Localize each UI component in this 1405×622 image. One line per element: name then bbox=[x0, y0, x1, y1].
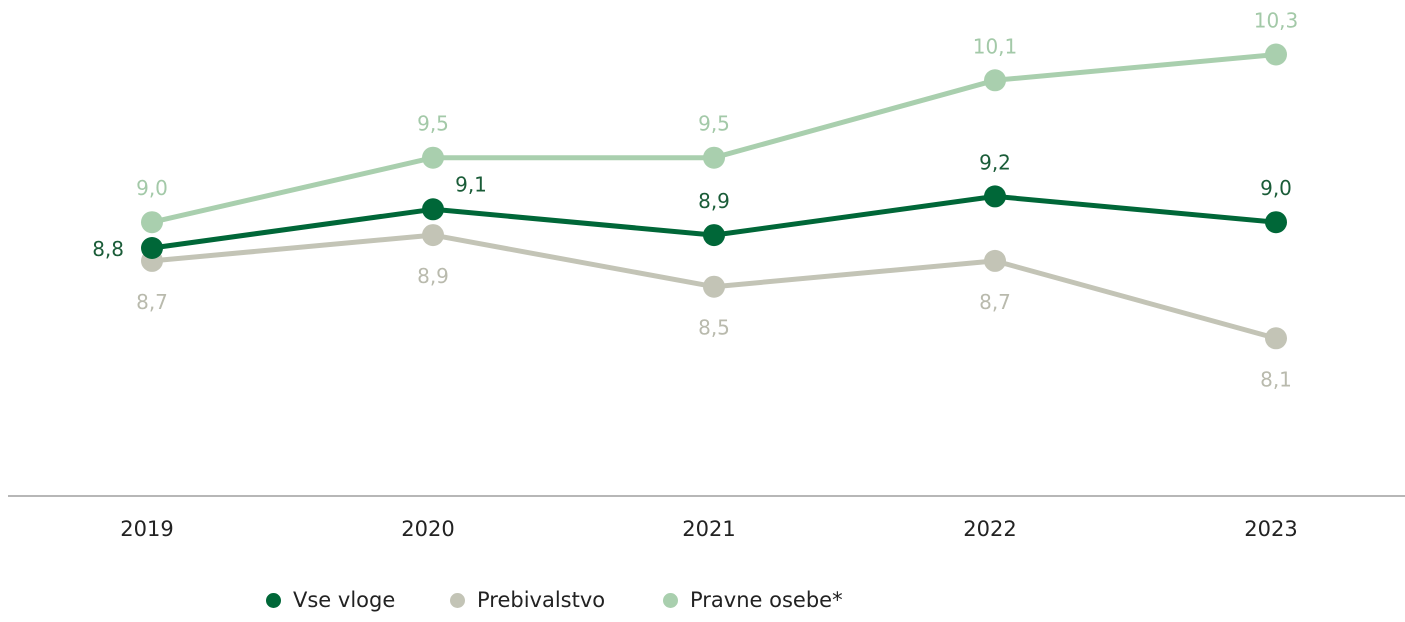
legend-dot-vse-vloge bbox=[266, 592, 281, 608]
legend: Vse vloge Prebivalstvo Pravne osebe* bbox=[0, 588, 1405, 622]
legend-item-pravne-osebe: Pravne osebe* bbox=[663, 588, 843, 612]
legend-dot-prebivalstvo bbox=[450, 592, 465, 608]
data-label-vse-vloge: 9,0 bbox=[1260, 176, 1292, 200]
data-point-prebivalstvo bbox=[703, 275, 725, 298]
series-prebivalstvo: 8,7 8,9 8,5 8,7 8,1 bbox=[136, 224, 1292, 391]
data-point-vse-vloge bbox=[984, 185, 1006, 208]
data-label-vse-vloge: 9,2 bbox=[979, 150, 1011, 174]
data-point-pravne-osebe bbox=[703, 146, 725, 169]
data-point-vse-vloge bbox=[422, 198, 444, 221]
x-tick-label: 2023 bbox=[1244, 517, 1297, 541]
data-point-vse-vloge bbox=[703, 224, 725, 247]
x-tick-label: 2019 bbox=[120, 517, 173, 541]
series-vse-vloge: 8,8 9,1 8,9 9,2 9,0 bbox=[92, 150, 1292, 261]
x-axis-tick-labels: 2019 2020 2021 2022 2023 bbox=[120, 517, 1297, 541]
data-point-pravne-osebe bbox=[1265, 43, 1287, 66]
series-group: 8,78,98,58,78,19,09,5 9,510,110,38,89,18,… bbox=[92, 9, 1298, 392]
data-point-pravne-osebe bbox=[984, 69, 1006, 92]
data-point-prebivalstvo bbox=[1265, 327, 1287, 350]
data-label-pravne-osebe: 10,1 bbox=[973, 34, 1018, 58]
data-label-prebivalstvo: 8,9 bbox=[417, 264, 449, 288]
data-label-prebivalstvo: 8,5 bbox=[698, 316, 730, 340]
data-label-vse-vloge: 8,9 bbox=[698, 189, 730, 213]
data-label-vse-vloge: 9,1 bbox=[455, 172, 487, 196]
x-tick-label: 2020 bbox=[401, 517, 454, 541]
x-tick-label: 2022 bbox=[963, 517, 1016, 541]
legend-dot-pravne-osebe bbox=[663, 592, 678, 608]
data-point-vse-vloge bbox=[141, 237, 163, 259]
data-label-prebivalstvo: 8,7 bbox=[979, 290, 1011, 314]
data-point-prebivalstvo bbox=[984, 249, 1006, 272]
data-label-prebivalstvo: 8,7 bbox=[136, 290, 168, 314]
data-label-prebivalstvo: 8,1 bbox=[1260, 367, 1292, 391]
data-label-pravne-osebe: 10,3 bbox=[1254, 9, 1299, 33]
series-pravne-osebe: 9,0 9,5 9,5 10,1 10,3 bbox=[136, 9, 1298, 234]
data-label-pravne-osebe: 9,0 bbox=[136, 176, 168, 200]
legend-label-prebivalstvo: Prebivalstvo bbox=[477, 588, 606, 612]
data-point-pravne-osebe bbox=[141, 211, 163, 234]
x-tick-label: 2021 bbox=[682, 517, 735, 541]
data-label-vse-vloge: 8,8 bbox=[92, 237, 124, 261]
legend-item-prebivalstvo: Prebivalstvo bbox=[450, 588, 605, 612]
data-label-pravne-osebe: 9,5 bbox=[698, 112, 730, 136]
data-point-pravne-osebe bbox=[422, 146, 444, 169]
data-point-prebivalstvo bbox=[422, 224, 444, 247]
legend-label-pravne-osebe: Pravne osebe* bbox=[690, 588, 843, 612]
data-point-vse-vloge bbox=[1265, 211, 1287, 234]
data-label-pravne-osebe: 9,5 bbox=[417, 112, 449, 136]
legend-item-vse-vloge: Vse vloge bbox=[266, 588, 395, 612]
legend-label-vse-vloge: Vse vloge bbox=[293, 588, 396, 612]
